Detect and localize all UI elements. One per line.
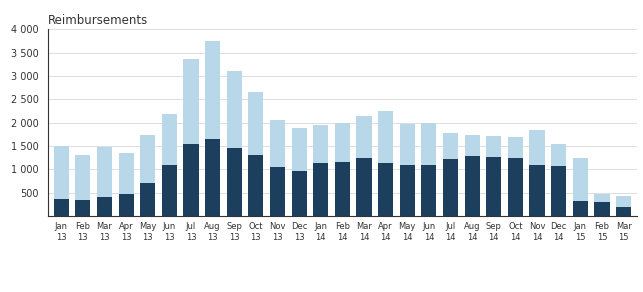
Bar [616,207,631,216]
Bar [75,200,91,216]
Bar [53,199,69,216]
Bar [465,135,480,216]
Bar [270,120,285,216]
Bar [335,162,350,216]
Bar [400,165,415,216]
Bar [183,59,199,216]
Bar [421,123,437,216]
Bar [270,168,285,216]
Bar [551,144,566,216]
Bar [443,133,458,216]
Bar [162,165,177,216]
Bar [378,112,394,216]
Bar [573,201,588,216]
Bar [508,158,523,216]
Bar [291,128,307,216]
Bar [227,71,242,216]
Bar [291,171,307,216]
Bar [356,116,372,216]
Bar [421,165,437,216]
Bar [551,166,566,216]
Bar [616,197,631,216]
Bar [529,165,545,216]
Bar [205,139,220,216]
Bar [486,157,502,216]
Bar [378,163,394,216]
Bar [227,148,242,216]
Bar [313,124,329,216]
Bar [529,130,545,216]
Bar [486,136,502,216]
Bar [118,194,134,216]
Bar [465,156,480,216]
Bar [594,194,610,216]
Text: Reimbursements: Reimbursements [48,14,149,27]
Bar [53,146,69,216]
Bar [573,158,588,216]
Bar [313,163,329,216]
Bar [118,154,134,216]
Bar [75,155,91,216]
Bar [205,41,220,216]
Bar [162,114,177,216]
Bar [97,147,112,216]
Bar [248,92,264,216]
Bar [140,183,156,216]
Bar [97,197,112,216]
Bar [335,123,350,216]
Bar [508,137,523,216]
Bar [356,158,372,216]
Bar [443,159,458,216]
Bar [140,135,156,216]
Bar [248,155,264,216]
Bar [400,124,415,216]
Bar [183,144,199,216]
Bar [594,202,610,216]
